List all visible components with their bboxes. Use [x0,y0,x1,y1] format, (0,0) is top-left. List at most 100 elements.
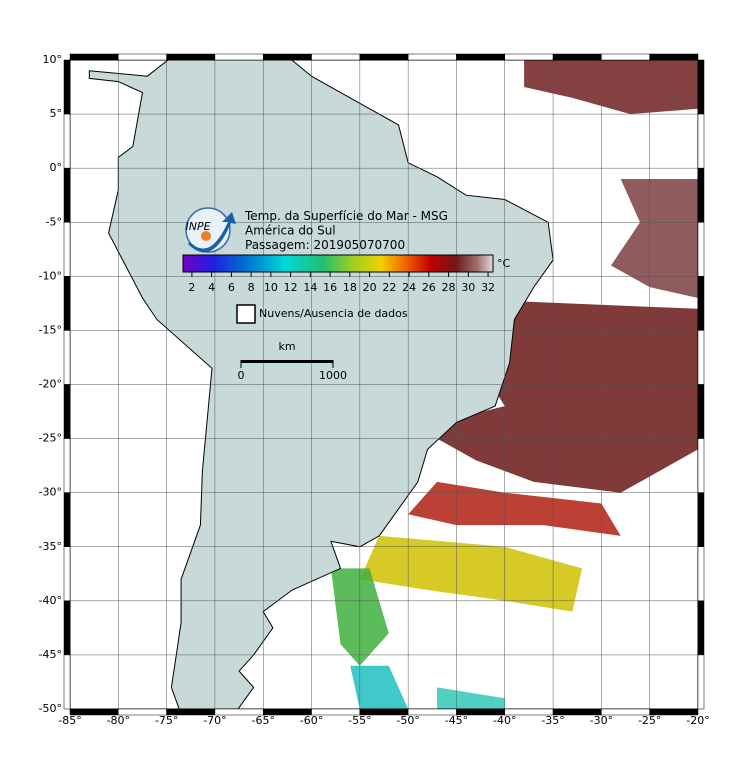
colorbar-label: 6 [228,281,235,294]
frame-segment [697,167,705,223]
frame-segment [359,53,409,61]
colorbar-label: 14 [303,281,317,294]
frame-segment [63,59,71,115]
frame-segment [69,53,119,61]
frame-segment [407,53,457,61]
colorbar-label: 8 [248,281,255,294]
x-tick-label: -20° [686,714,709,727]
y-tick-label: -30° [39,486,62,499]
frame-segment [552,708,602,716]
frame-segment [697,654,705,710]
frame-segment [504,708,554,716]
x-tick-label: -50° [396,714,419,727]
frame-segment [407,708,457,716]
y-tick-label: -40° [39,594,62,607]
frame-segment [118,53,167,61]
x-tick-label: -55° [348,714,371,727]
frame-segment [63,276,71,331]
logo-arrow [188,212,236,253]
y-tick-label: -20° [39,378,62,391]
sst-patch [408,481,621,536]
frame-segment [63,167,71,223]
x-tick-label: -75° [155,714,178,727]
frame-segment [601,708,650,716]
frame-segment [697,546,705,602]
scale-unit: km [278,340,295,353]
y-tick-label: 5° [50,107,63,120]
colorbar-label: 24 [402,281,416,294]
colorbar-label: 20 [363,281,377,294]
frame-segment [262,708,312,716]
frame-segment [456,708,506,716]
x-tick-label: -35° [541,714,564,727]
x-tick-label: -30° [590,714,613,727]
frame-segment [166,708,216,716]
x-tick-label: -40° [493,714,516,727]
frame-segment [63,222,71,277]
colorbar-label: 16 [323,281,337,294]
colorbar-label: 28 [442,281,456,294]
y-tick-label: -35° [39,540,62,553]
x-tick-label: -80° [107,714,130,727]
title-line: Temp. da Superfície do Mar - MSG [244,209,448,223]
x-tick-label: -45° [445,714,468,727]
frame-segment [214,53,264,61]
colorbar-label: 30 [461,281,475,294]
frame-segment [456,53,506,61]
scale-bar [241,360,333,363]
frame-segment [63,438,71,493]
x-tick-label: -60° [300,714,323,727]
logo-dot [201,231,211,241]
frame-segment [214,708,264,716]
title-line: Passagem: 201905070700 [245,238,405,252]
legend-text: Nuvens/Ausencia de dados [259,307,408,320]
frame-segment [649,53,699,61]
x-tick-label: -85° [58,714,81,727]
scale-label: 1000 [319,369,347,382]
frame-segment [649,708,699,716]
y-tick-label: -15° [39,323,62,336]
y-tick-label: 0° [50,161,63,174]
frame-segment [311,53,361,61]
frame-segment [118,708,167,716]
y-tick-label: -45° [39,648,62,661]
frame-segment [697,330,705,385]
y-tick-label: -5° [46,215,62,228]
colorbar-label: 10 [264,281,278,294]
y-tick-label: -25° [39,432,62,445]
frame-segment [63,330,71,385]
frame-segment [63,492,71,547]
colorbar-label: 32 [481,281,495,294]
colorbar-label: 2 [188,281,195,294]
x-tick-label: -25° [638,714,661,727]
sst-patch [350,665,409,709]
frame-segment [697,384,705,439]
sst-patch [611,179,698,298]
colorbar [182,254,494,273]
frame-segment [697,438,705,493]
sst-patch [437,687,505,709]
scale-label: 0 [238,369,245,382]
frame-segment [262,53,312,61]
x-tick-label: -70° [203,714,226,727]
y-tick-label: -50° [39,702,62,715]
title-line: América do Sul [245,224,336,238]
frame-segment [63,654,71,710]
frame-segment [601,53,650,61]
frame-segment [552,53,602,61]
frame-segment [697,59,705,115]
x-tick-label: -65° [251,714,274,727]
colorbar-label: 4 [208,281,215,294]
frame-segment [63,600,71,656]
y-tick-label: 10° [43,53,63,66]
logo-text: INPE [185,220,210,233]
frame-segment [166,53,216,61]
sst-patch [524,60,698,115]
frame-segment [697,276,705,331]
frame-segment [697,113,705,169]
colorbar-label: 22 [382,281,396,294]
colorbar-label: 26 [422,281,436,294]
y-tick-label: -10° [39,269,62,282]
frame-segment [311,708,361,716]
